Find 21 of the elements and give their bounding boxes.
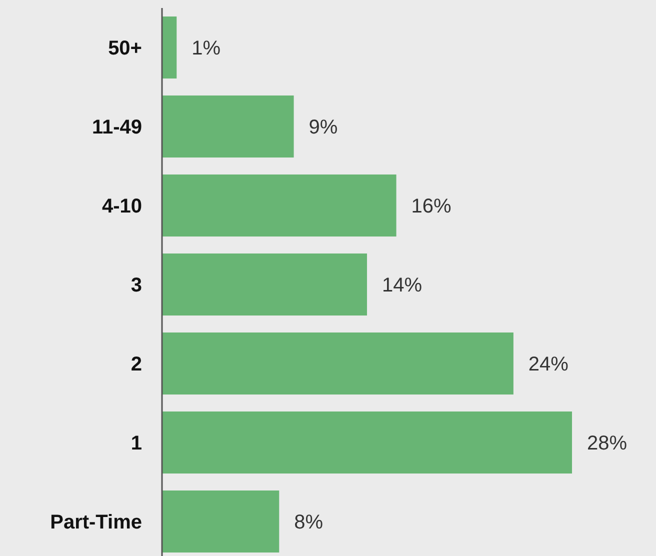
data-label: 1% <box>192 38 221 60</box>
y-tick-label: 3 <box>130 274 142 296</box>
bar <box>162 95 294 158</box>
data-label: 16% <box>411 196 452 218</box>
bar <box>162 490 280 553</box>
data-label: 24% <box>528 354 569 376</box>
y-tick-label: 2 <box>130 354 142 376</box>
data-label: 9% <box>308 116 338 138</box>
bar <box>162 16 177 79</box>
y-tick-label: 4-10 <box>102 196 142 218</box>
bar <box>162 174 396 237</box>
y-tick-label: 1 <box>130 432 142 454</box>
data-label: 8% <box>294 512 324 534</box>
data-label: 28% <box>587 432 628 454</box>
y-tick-label: 11-49 <box>92 116 142 138</box>
y-tick-label: Part-Time <box>50 512 142 534</box>
bar <box>162 332 514 395</box>
bar <box>162 253 367 316</box>
y-tick-label: 50+ <box>108 38 142 60</box>
data-label: 14% <box>382 274 422 296</box>
bar <box>162 411 572 474</box>
